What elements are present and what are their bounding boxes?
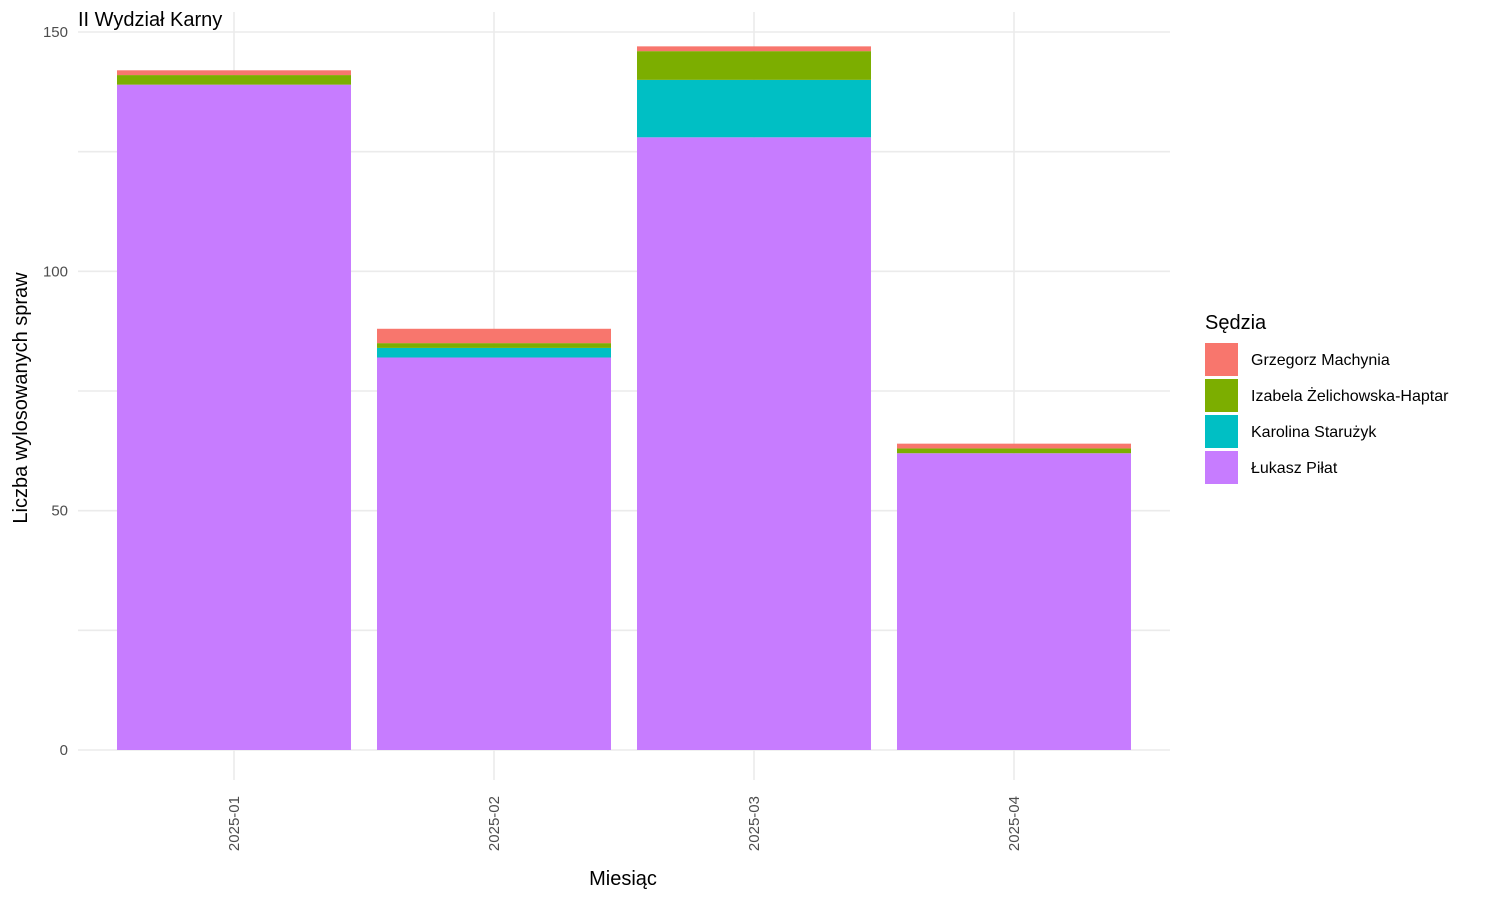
- y-tick-label: 100: [43, 263, 68, 280]
- legend: Sędzia Grzegorz Machynia Izabela Żelichow…: [1205, 312, 1449, 484]
- bar-segment: [117, 75, 351, 85]
- legend-label: Karolina Starużyk: [1251, 424, 1377, 441]
- bar-segment: [897, 453, 1131, 750]
- chart-title: II Wydział Karny: [78, 9, 222, 31]
- x-axis-title: Miesiąc: [589, 868, 657, 890]
- bar-segment: [897, 443, 1131, 449]
- legend-label: Łukasz Piłat: [1251, 460, 1338, 477]
- legend-swatch: [1205, 379, 1238, 412]
- legend-swatch: [1205, 415, 1238, 448]
- y-tick-label: 50: [51, 503, 68, 520]
- x-tick-label: 2025-04: [1006, 796, 1023, 851]
- legend-swatch: [1205, 343, 1238, 376]
- bar-segment: [637, 137, 871, 751]
- bar-segment: [377, 343, 611, 348]
- x-axis-ticks: 2025-01 2025-02 2025-03 2025-04: [226, 796, 1023, 851]
- bar-segment: [117, 70, 351, 76]
- bar-segment: [637, 46, 871, 52]
- x-tick-label: 2025-03: [746, 796, 763, 851]
- y-axis-ticks: 0 50 100 150: [43, 24, 68, 759]
- y-tick-label: 150: [43, 24, 68, 41]
- bar-segment: [117, 84, 351, 751]
- legend-swatch: [1205, 451, 1238, 484]
- bar-segment: [637, 51, 871, 80]
- legend-title: Sędzia: [1205, 312, 1267, 334]
- bar-segment: [897, 448, 1131, 454]
- bar-segment: [377, 328, 611, 344]
- legend-label: Grzegorz Machynia: [1251, 352, 1390, 369]
- y-axis-title: Liczba wylosowanych spraw: [10, 272, 32, 524]
- legend-label: Izabela Żelichowska-Haptar: [1251, 386, 1449, 405]
- bars: [117, 46, 1131, 751]
- x-tick-label: 2025-01: [226, 796, 243, 851]
- bar-segment: [637, 79, 871, 138]
- bar-segment: [377, 347, 611, 358]
- bar-segment: [377, 357, 611, 750]
- y-tick-label: 0: [60, 742, 68, 759]
- x-tick-label: 2025-02: [486, 796, 503, 851]
